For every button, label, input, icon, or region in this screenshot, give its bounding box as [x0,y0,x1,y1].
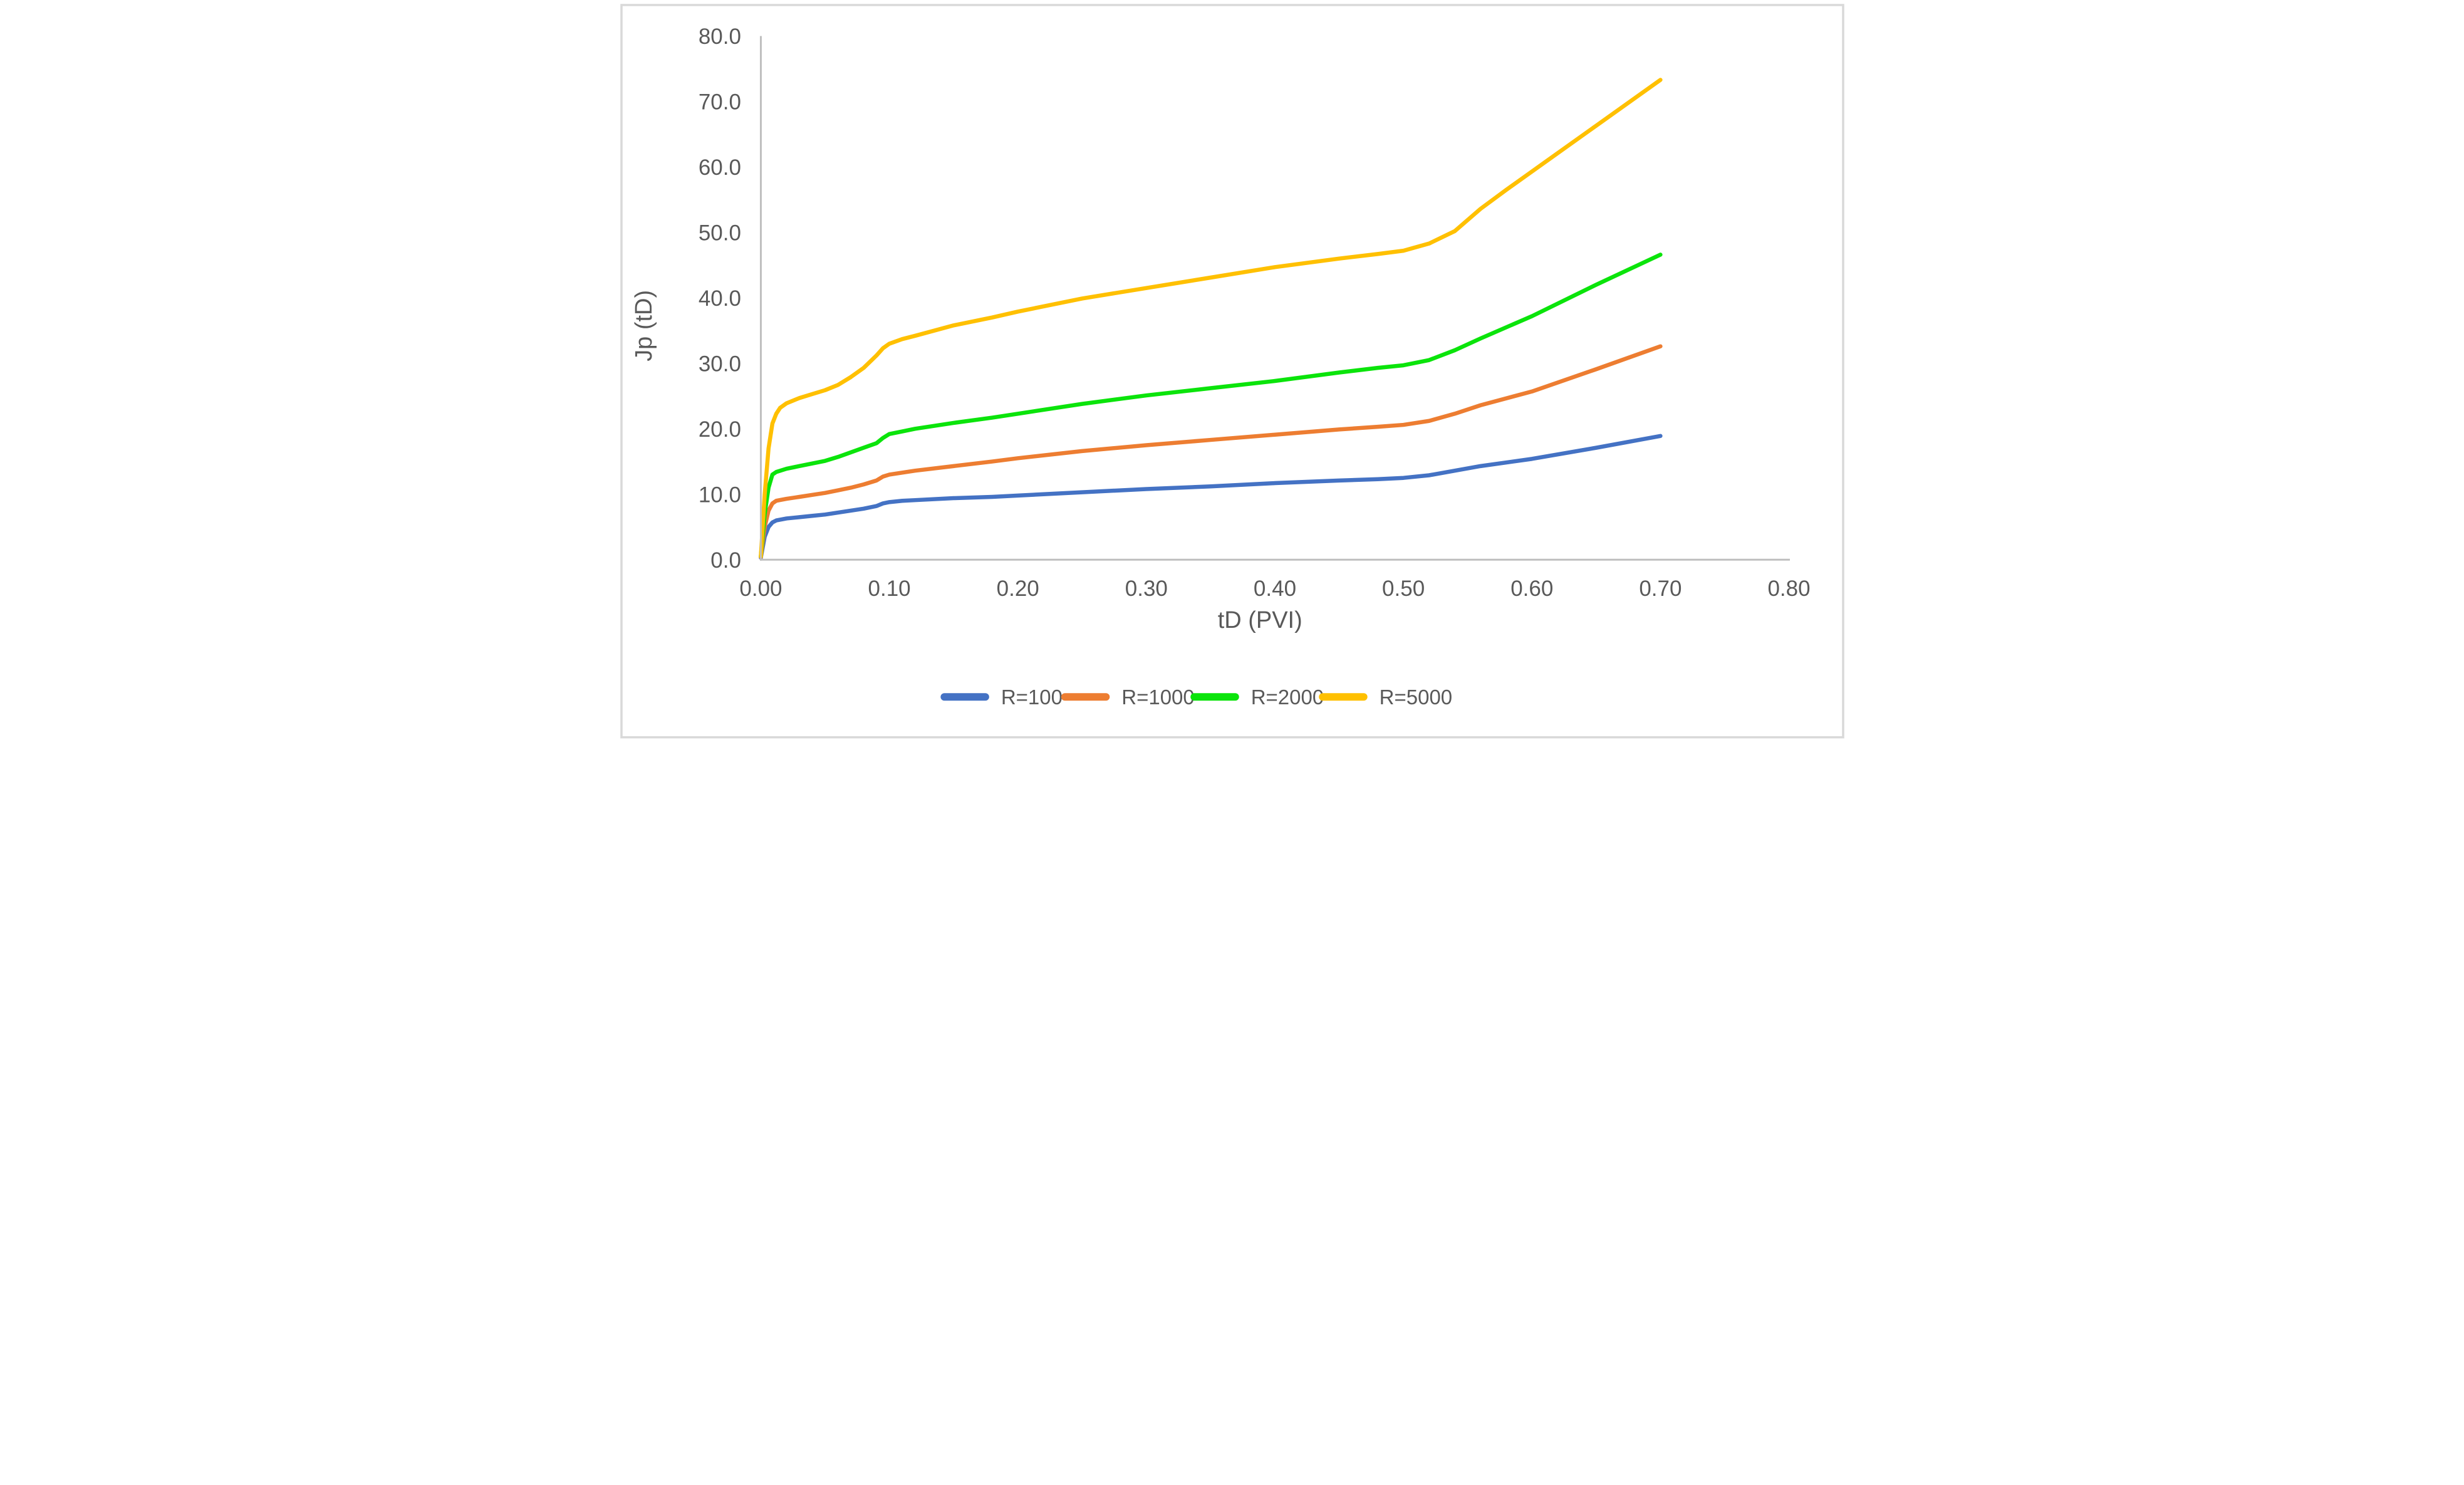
chart-background [616,0,1848,742]
legend-label: R=100 [1001,685,1062,709]
x-tick-label: 0.00 [739,576,782,601]
legend-swatch-icon [1190,693,1239,701]
legend-item-R-100: R=100 [940,685,1062,709]
x-tick-label: 0.30 [1125,576,1167,601]
x-tick-label: 0.80 [1767,576,1810,601]
legend: R=100 R=1000 R=2000 R=5000 [940,685,1452,709]
series-lines [758,78,1663,560]
y-tick-label: 60.0 [698,155,741,180]
legend-item-R-1000: R=1000 [1061,685,1194,709]
x-tick-label: 0.60 [1510,576,1553,601]
series-line-R-5000 [758,78,1663,559]
legend-swatch-icon [1061,693,1110,701]
y-tick-label: 30.0 [698,352,741,376]
x-tick-label: 0.40 [1253,576,1296,601]
chart-outer-border [620,4,1844,739]
legend-item-R-5000: R=5000 [1318,685,1452,709]
x-axis-tick-labels: 0.00 0.10 0.20 0.30 0.40 0.50 0.60 0.70 0.80 [739,576,1810,601]
y-axis-title: Jp (tD) [630,290,657,362]
x-tick-label: 0.20 [996,576,1039,601]
series-line-R-100 [758,434,1663,560]
series-line-R-2000 [758,253,1663,559]
y-tick-label: 20.0 [698,417,741,442]
chart-canvas: 0.0 10.0 20.0 30.0 40.0 50.0 60.0 70.0 80.0 0.00… [616,0,1848,742]
legend-label: R=1000 [1121,685,1194,709]
legend-swatch-icon [940,693,989,701]
legend-label: R=5000 [1379,685,1452,709]
y-tick-label: 10.0 [698,482,741,507]
y-tick-label: 70.0 [698,90,741,114]
legend-swatch-icon [1318,693,1368,701]
x-tick-label: 0.70 [1639,576,1682,601]
legend-label: R=2000 [1250,685,1323,709]
series-line-R-1000 [758,344,1663,560]
y-tick-label: 0.0 [710,548,741,573]
x-tick-label: 0.50 [1382,576,1425,601]
x-axis-title: tD (PVI) [1217,607,1302,633]
line-chart: 0.0 10.0 20.0 30.0 40.0 50.0 60.0 70.0 80.0 0.00… [616,0,1848,742]
y-tick-label: 80.0 [698,24,741,49]
y-tick-label: 40.0 [698,286,741,311]
x-tick-label: 0.10 [868,576,910,601]
legend-item-R-2000: R=2000 [1190,685,1324,709]
y-axis-tick-labels: 0.0 10.0 20.0 30.0 40.0 50.0 60.0 70.0 80.0 [698,24,741,573]
y-tick-label: 50.0 [698,221,741,245]
